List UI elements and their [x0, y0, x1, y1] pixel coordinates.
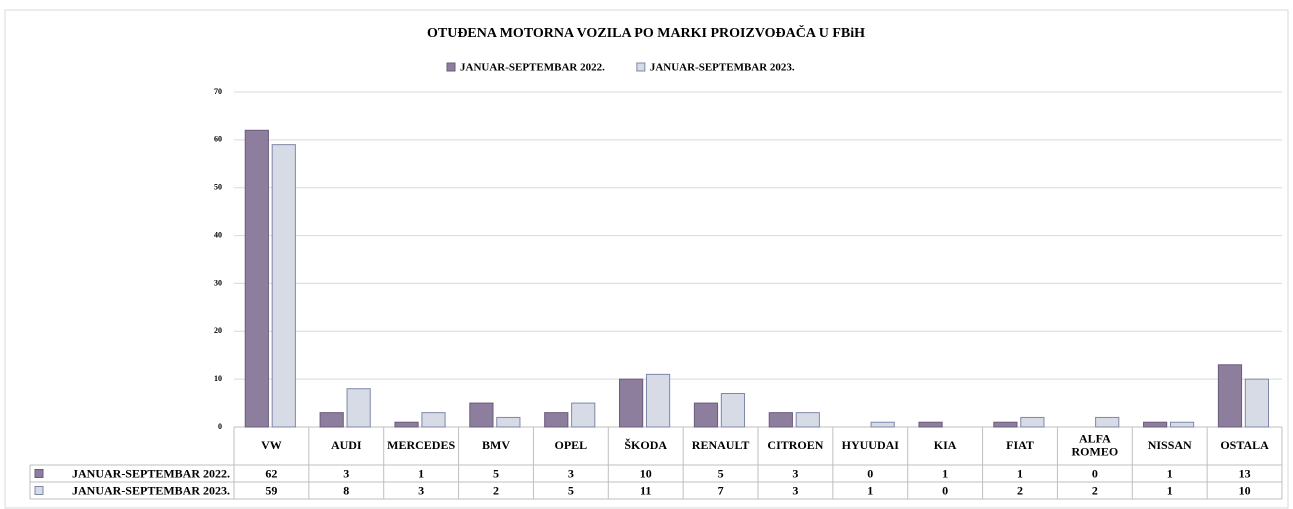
table-value: 5: [493, 466, 499, 480]
table-value: 3: [343, 466, 349, 480]
table-value: 1: [1167, 466, 1173, 480]
table-value: 10: [640, 466, 652, 480]
bar: [1143, 421, 1168, 428]
legend-label: JANUAR-SEPTEMBAR 2022.: [460, 62, 605, 74]
table-value: 62: [265, 466, 277, 480]
table-value: 3: [792, 466, 798, 480]
bar: [1169, 421, 1195, 428]
x-tick-label: KIA: [934, 438, 957, 452]
table-value: 1: [1017, 466, 1023, 480]
table-value: 3: [418, 483, 424, 497]
table-value: 1: [1167, 483, 1173, 497]
table-value: 13: [1239, 466, 1251, 480]
x-tick-label: ALFA ROMEO: [1072, 431, 1119, 458]
y-tick-label: 40: [214, 230, 222, 239]
bar: [319, 412, 344, 428]
table-value: 1: [942, 466, 948, 480]
table-value: 0: [1092, 466, 1098, 480]
x-tick-label: OSTALA: [1220, 438, 1269, 452]
table-value: 2: [1092, 483, 1098, 497]
table-value: 8: [343, 483, 349, 497]
table-value: 10: [1239, 483, 1251, 497]
table-legend-swatch: [34, 469, 44, 478]
bar: [571, 402, 596, 428]
legend-swatch: [636, 62, 646, 72]
x-tick-label: VW: [261, 438, 282, 452]
bar: [768, 412, 793, 428]
bar: [544, 412, 569, 428]
table-value: 1: [418, 466, 424, 480]
x-tick-label: BMV: [482, 438, 510, 452]
bar: [1244, 378, 1270, 428]
x-tick-label: CITROEN: [767, 438, 823, 452]
table-value: 5: [568, 483, 574, 497]
bar: [496, 416, 521, 428]
bar: [1217, 364, 1243, 428]
bar: [394, 421, 419, 428]
bar: [1020, 416, 1045, 428]
y-tick-label: 10: [214, 374, 222, 383]
bar: [1095, 416, 1120, 428]
bar: [619, 378, 644, 428]
y-tick-label: 20: [214, 326, 222, 335]
legend-label: JANUAR-SEPTEMBAR 2023.: [650, 62, 795, 74]
y-tick-label: 50: [214, 183, 222, 192]
table-value: 59: [265, 483, 277, 497]
y-tick-label: 60: [214, 135, 222, 144]
x-tick-label: MERCEDES: [387, 438, 455, 452]
x-tick-label: HYUUDAI: [842, 438, 900, 452]
y-tick-label: 30: [214, 278, 222, 287]
y-tick-label: 70: [214, 87, 222, 96]
bar: [346, 388, 371, 428]
bar: [421, 412, 446, 428]
table-value: 7: [718, 483, 724, 497]
bar: [645, 373, 671, 428]
x-tick-label: AUDI: [331, 438, 362, 452]
bar: [993, 421, 1018, 428]
x-tick-label: OPEL: [555, 438, 588, 452]
bar: [271, 144, 296, 428]
legend-swatch: [446, 62, 456, 72]
x-tick-label: NISSAN: [1148, 438, 1192, 452]
y-tick-label: 0: [218, 422, 222, 431]
x-tick-label: FIAT: [1006, 438, 1034, 452]
x-tick-label: ŠKODA: [624, 438, 667, 452]
bar: [795, 412, 820, 428]
table-value: 2: [493, 483, 499, 497]
table-value: 0: [942, 483, 948, 497]
bar: [469, 402, 494, 428]
table-row-label: JANUAR-SEPTEMBAR 2022.: [72, 466, 230, 480]
table-value: 2: [1017, 483, 1023, 497]
table-row-label: JANUAR-SEPTEMBAR 2023.: [72, 483, 230, 497]
table-value: 3: [568, 466, 574, 480]
table-value: 3: [792, 483, 798, 497]
table-legend-swatch: [34, 486, 44, 495]
table-value: 0: [867, 466, 873, 480]
bar: [693, 402, 719, 428]
table-value: 1: [867, 483, 873, 497]
table-value: 5: [718, 466, 724, 480]
bar: [720, 393, 746, 428]
chart-title: OTUĐENA MOTORNA VOZILA PO MARKI PROIZVOĐ…: [427, 24, 865, 41]
bar: [918, 421, 943, 428]
bar: [244, 129, 269, 428]
bar: [870, 421, 895, 428]
x-tick-label: RENAULT: [692, 438, 750, 452]
table-value: 11: [640, 483, 651, 497]
